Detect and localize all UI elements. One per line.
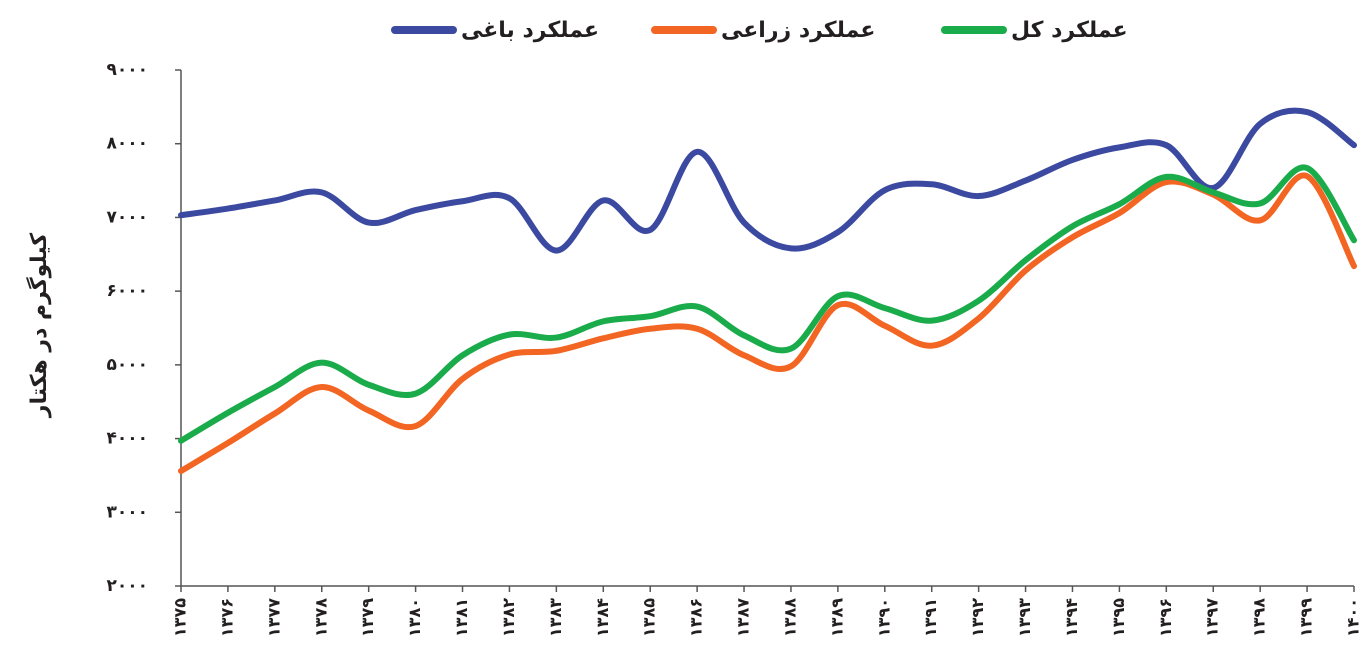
legend-label: عملکرد زراعی bbox=[721, 18, 875, 43]
y-tick-label: ۳۰۰۰ bbox=[106, 502, 148, 522]
x-tick-label: ۱۳۹۹ bbox=[1297, 598, 1316, 637]
x-tick-label: ۱۳۸۴ bbox=[593, 598, 612, 637]
y-tick-label: ۵۰۰۰ bbox=[106, 355, 148, 375]
x-tick-label: ۱۳۹۸ bbox=[1250, 598, 1269, 637]
x-tick-label: ۱۳۸۸ bbox=[780, 598, 799, 637]
y-tick-label: ۲۰۰۰ bbox=[106, 576, 148, 596]
x-tick-label: ۱۴۰۰ bbox=[1344, 598, 1361, 637]
x-tick-label: ۱۳۷۵ bbox=[171, 598, 190, 637]
x-tick-label: ۱۳۹۵ bbox=[1109, 598, 1128, 637]
x-tick-label: ۱۳۹۳ bbox=[1015, 598, 1034, 637]
y-tick-label: ۴۰۰۰ bbox=[106, 429, 148, 449]
y-axis-title: کیلوگرم در هکتار bbox=[25, 233, 52, 419]
data-line bbox=[178, 107, 1357, 254]
legend-label: عملکرد باغی bbox=[461, 18, 599, 43]
x-tick-label: ۱۳۹۴ bbox=[1062, 598, 1081, 637]
legend-label: عملکرد کل bbox=[1011, 18, 1128, 43]
y-tick-label: ۶۰۰۰ bbox=[106, 281, 148, 301]
x-tick-label: ۱۳۷۶ bbox=[217, 598, 236, 637]
y-tick-label: ۷۰۰۰ bbox=[106, 207, 148, 227]
x-tick-label: ۱۳۷۸ bbox=[311, 598, 330, 637]
x-tick-label: ۱۳۸۲ bbox=[499, 598, 518, 637]
x-tick-label: ۱۳۹۷ bbox=[1203, 598, 1222, 637]
x-tick-label: ۱۳۷۹ bbox=[358, 598, 377, 637]
x-tick-label: ۱۳۸۱ bbox=[452, 598, 471, 637]
x-tick-label: ۱۳۷۷ bbox=[264, 598, 283, 637]
x-tick-label: ۱۳۸۵ bbox=[640, 598, 659, 637]
x-tick-label: ۱۳۹۰ bbox=[874, 598, 893, 637]
data-line bbox=[178, 164, 1357, 444]
x-tick-label: ۱۳۹۶ bbox=[1156, 598, 1175, 637]
x-tick-label: ۱۳۸۰ bbox=[405, 598, 424, 637]
y-tick-label: ۸۰۰۰ bbox=[106, 134, 148, 154]
x-tick-label: ۱۳۸۷ bbox=[734, 598, 753, 637]
x-tick-label: ۱۳۹۲ bbox=[968, 598, 987, 637]
x-tick-label: ۱۳۸۹ bbox=[827, 598, 846, 637]
data-line bbox=[178, 172, 1357, 475]
y-tick-label: ۹۰۰۰ bbox=[106, 60, 148, 80]
x-tick-label: ۱۳۹۱ bbox=[921, 598, 940, 637]
x-tick-label: ۱۳۸۶ bbox=[687, 598, 706, 637]
x-tick-label: ۱۳۸۳ bbox=[546, 598, 565, 637]
